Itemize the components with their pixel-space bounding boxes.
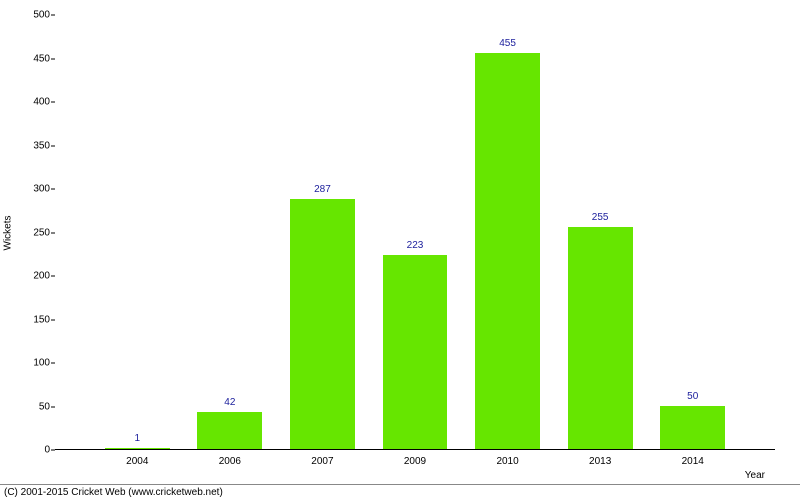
bar-value-label: 42 [224, 397, 235, 408]
bar-value-label: 455 [499, 38, 516, 49]
y-tick-label: 200 [10, 271, 50, 282]
bar-value-label: 223 [407, 240, 424, 251]
x-tick-label: 2007 [311, 456, 333, 467]
x-axis: Year 2004 2006 2007 2009 2010 2013 2014 [55, 450, 775, 480]
bar [660, 406, 725, 450]
x-tick-label: 2006 [219, 456, 241, 467]
bar [475, 53, 540, 449]
x-tick-label: 2010 [496, 456, 518, 467]
plot-area: 1 42 287 223 455 255 50 [55, 15, 775, 450]
bar-value-label: 50 [687, 391, 698, 402]
y-tick-label: 300 [10, 184, 50, 195]
x-tick-label: 2013 [589, 456, 611, 467]
y-tick-label: 450 [10, 53, 50, 64]
bar-value-label: 1 [135, 433, 141, 444]
bar [383, 255, 448, 449]
footer-copyright: (C) 2001-2015 Cricket Web (www.cricketwe… [0, 484, 800, 500]
bar [197, 412, 262, 449]
y-tick-label: 100 [10, 358, 50, 369]
y-tick-label: 400 [10, 97, 50, 108]
y-tick-label: 50 [10, 401, 50, 412]
bar [290, 199, 355, 449]
bar-value-label: 287 [314, 184, 331, 195]
x-tick-label: 2009 [404, 456, 426, 467]
bar [568, 227, 633, 449]
bar-value-label: 255 [592, 212, 609, 223]
x-axis-label: Year [745, 470, 765, 481]
y-tick-label: 0 [10, 445, 50, 456]
y-tick-label: 500 [10, 10, 50, 21]
y-tick-label: 150 [10, 314, 50, 325]
x-tick-label: 2004 [126, 456, 148, 467]
bars-group: 1 42 287 223 455 255 50 [55, 15, 775, 449]
bar [105, 448, 170, 449]
chart-container: Wickets 050100150200250300350400450500 1… [0, 0, 800, 500]
y-tick-label: 350 [10, 140, 50, 151]
y-axis: Wickets 050100150200250300350400450500 [0, 15, 55, 450]
y-tick-label: 250 [10, 227, 50, 238]
x-tick-label: 2014 [682, 456, 704, 467]
